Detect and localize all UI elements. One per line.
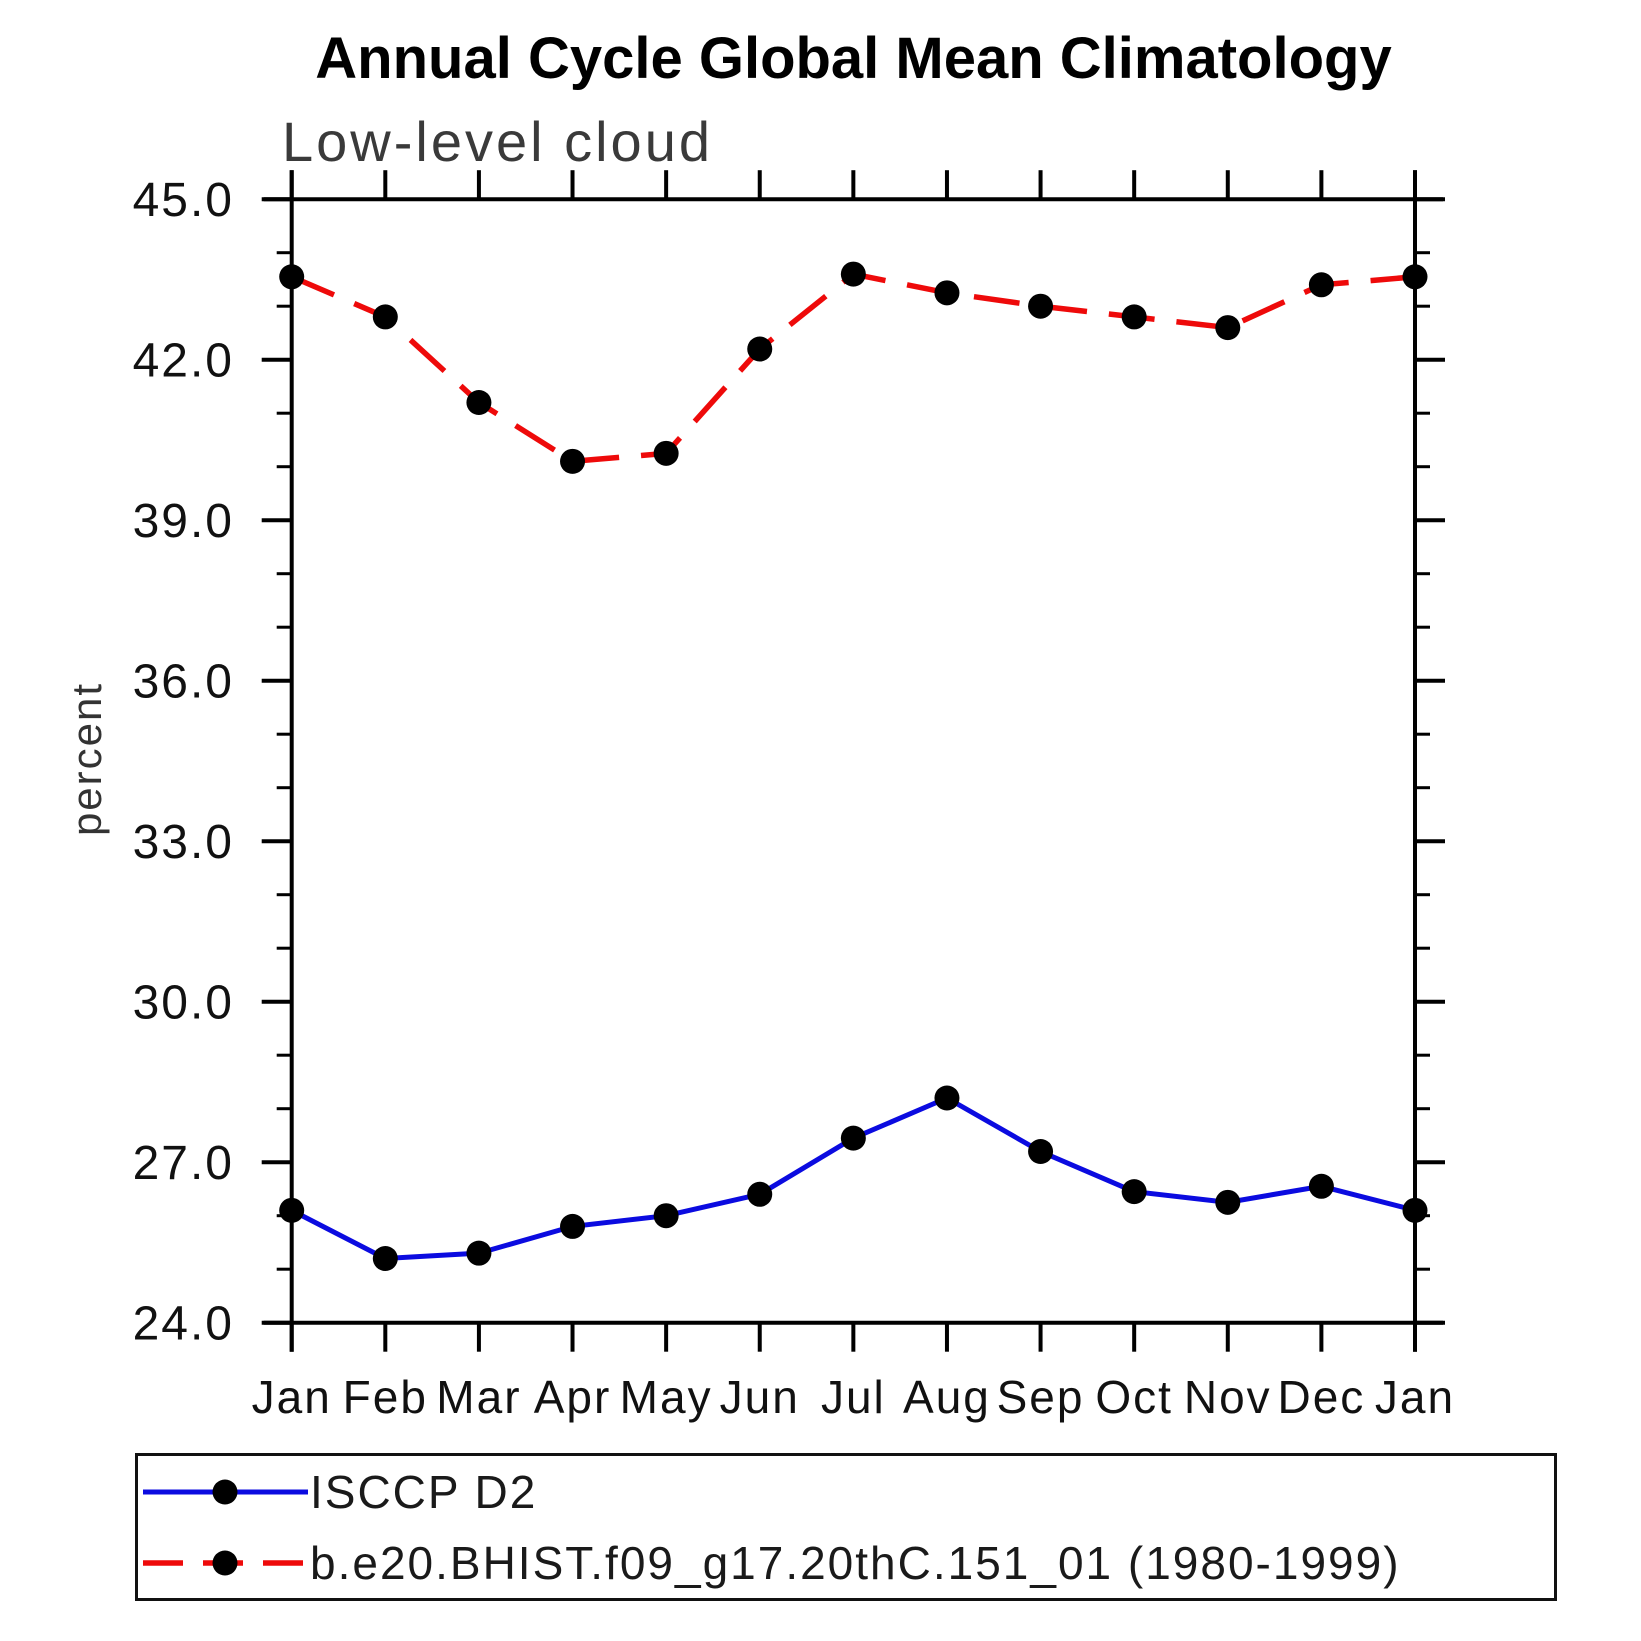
series-model (279, 261, 1428, 474)
y-tick-label: 24.0 (133, 1298, 234, 1351)
data-point-marker (747, 1181, 773, 1207)
data-point-marker (1215, 1189, 1241, 1215)
data-point-marker (653, 440, 679, 466)
x-axis-ticks (289, 170, 1417, 1352)
x-tick-label: Sep (997, 1371, 1085, 1423)
x-tick-label: Jan (1375, 1371, 1455, 1423)
data-point-marker (279, 264, 305, 290)
data-point-marker (372, 1246, 398, 1271)
series-isccp-d2 (279, 1085, 1428, 1271)
legend-item-model: b.e20.BHIST.f09_g17.20thC.151_01 (1980-1… (138, 1529, 1554, 1597)
data-point-marker (653, 1203, 679, 1229)
x-tick-label: Jul (821, 1371, 886, 1423)
y-tick-label: 33.0 (133, 816, 234, 869)
y-tick-label: 27.0 (133, 1137, 234, 1190)
x-tick-label: Aug (903, 1371, 991, 1423)
legend-item-isccp-d2: ISCCP D2 (138, 1458, 1554, 1526)
data-point-marker (840, 261, 866, 287)
y-tick-label: 45.0 (133, 174, 234, 227)
legend: ISCCP D2 b.e20.BHIST.f09_g17.20thC.151_0… (135, 1453, 1557, 1601)
y-axis-label: percent (63, 681, 110, 837)
y-tick-label: 42.0 (133, 335, 234, 388)
data-point-marker (279, 1197, 305, 1223)
y-tick-label: 36.0 (133, 656, 234, 709)
data-point-marker (466, 1240, 492, 1266)
data-point-marker (560, 1213, 586, 1239)
data-point-marker (1215, 315, 1241, 341)
data-point-marker (372, 304, 398, 330)
x-tick-label: Apr (534, 1371, 612, 1423)
x-tick-label: Nov (1184, 1371, 1272, 1423)
axes (263, 170, 1443, 1352)
x-tick-label: Oct (1095, 1371, 1173, 1423)
x-axis-tick-labels: Jan Feb Mar Apr May Jun Jul Aug Sep Oct Nov Dec Jan (252, 1371, 1455, 1423)
data-point-marker (560, 448, 586, 474)
series-line-model (290, 271, 1416, 465)
data-point-marker (1028, 293, 1054, 319)
data-point-marker (747, 336, 773, 362)
x-tick-label: Mar (436, 1371, 521, 1423)
data-point-marker (934, 1085, 960, 1111)
y-tick-label: 39.0 (133, 495, 234, 548)
data-point-marker (1028, 1139, 1054, 1164)
y-axis-ticks (261, 197, 1445, 1325)
data-point-marker (1308, 272, 1334, 298)
legend-dashed-line-swatch (143, 1550, 308, 1575)
data-point-marker (1402, 1197, 1428, 1223)
data-point-marker (934, 280, 960, 306)
chart-title: Annual Cycle Global Mean Climatology (315, 26, 1392, 91)
data-point-marker (1121, 1179, 1147, 1205)
legend-label-model: b.e20.BHIST.f09_g17.20thC.151_01 (1980-1… (310, 1536, 1401, 1589)
data-point-marker (1308, 1173, 1334, 1199)
chart-subtitle: Low-level cloud (282, 110, 713, 173)
legend-solid-line-swatch (143, 1479, 308, 1504)
y-tick-label: 30.0 (133, 977, 234, 1030)
x-tick-label: Jun (720, 1371, 800, 1423)
x-tick-label: Feb (343, 1371, 428, 1423)
data-point-marker (1121, 304, 1147, 330)
x-tick-label: Dec (1277, 1371, 1365, 1423)
data-point-marker (1402, 264, 1428, 290)
x-tick-label: May (620, 1371, 713, 1423)
series-line-isccp-d2 (290, 1095, 1416, 1262)
y-axis-tick-labels: 45.0 42.0 39.0 36.0 33.0 30.0 27.0 24.0 (133, 174, 234, 1351)
legend-label-isccp-d2: ISCCP D2 (310, 1465, 538, 1518)
x-tick-label: Jan (252, 1371, 332, 1423)
data-point-marker (466, 390, 492, 415)
data-point-marker (840, 1125, 866, 1151)
